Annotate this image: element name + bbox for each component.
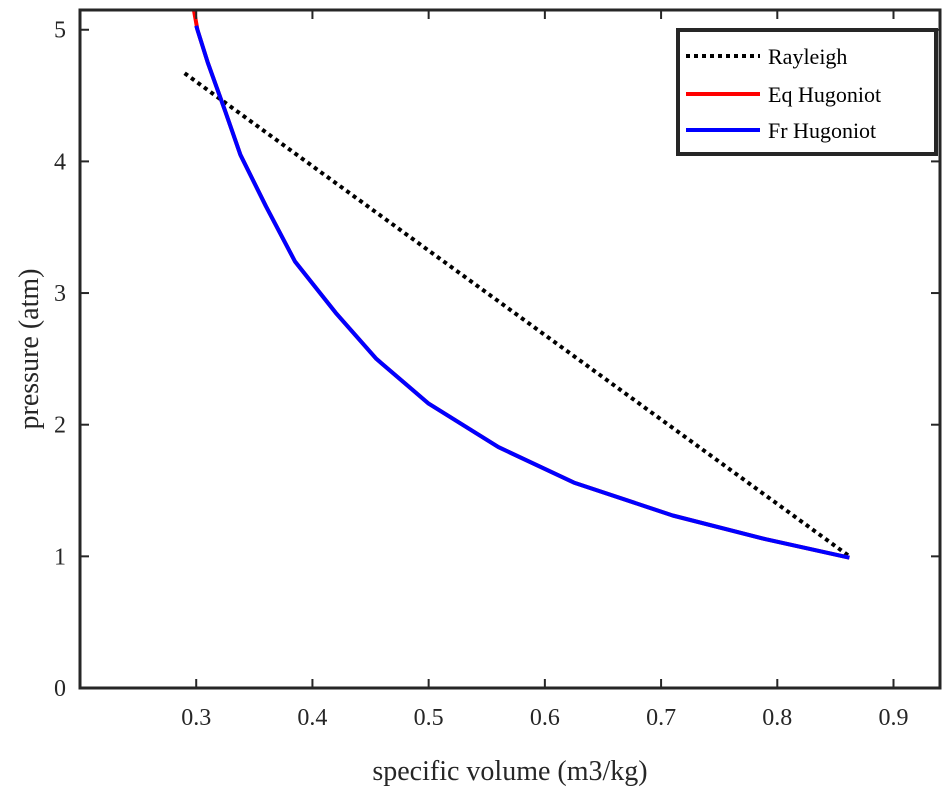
x-axis-label: specific volume (m3/kg) — [372, 756, 647, 787]
legend-label-rayleigh: Rayleigh — [768, 44, 847, 69]
legend: Rayleigh Eq Hugoniot Fr Hugoniot — [676, 28, 938, 156]
y-tick-label: 5 — [54, 18, 66, 44]
ticks-layer: 0.3 0.4 0.5 0.6 0.7 0.8 0.9 0 1 2 3 4 5 — [54, 10, 940, 731]
x-tick-label: 0.3 — [181, 705, 211, 731]
x-tick-label: 0.5 — [414, 705, 444, 731]
y-tick-label: 1 — [54, 544, 66, 570]
legend-label-fr-hugoniot: Fr Hugoniot — [768, 118, 876, 143]
y-tick-label: 3 — [54, 281, 66, 307]
series-line-rayleigh — [183, 71, 851, 558]
x-tick-label: 0.6 — [530, 705, 560, 731]
series-layer — [183, 9, 851, 560]
x-tick-label: 0.9 — [879, 705, 909, 731]
y-tick-label: 2 — [54, 413, 66, 439]
legend-label-eq-hugoniot: Eq Hugoniot — [768, 82, 881, 107]
y-axis-label: pressure (atm) — [14, 269, 45, 430]
x-tick-label: 0.4 — [297, 705, 327, 731]
axes-box — [78, 8, 942, 690]
y-tick-label: 0 — [54, 676, 66, 702]
x-tick-label: 0.8 — [762, 705, 792, 731]
series-line-fr-hugoniot — [194, 25, 850, 560]
y-tick-label: 4 — [54, 149, 66, 175]
x-tick-label: 0.7 — [646, 705, 676, 731]
